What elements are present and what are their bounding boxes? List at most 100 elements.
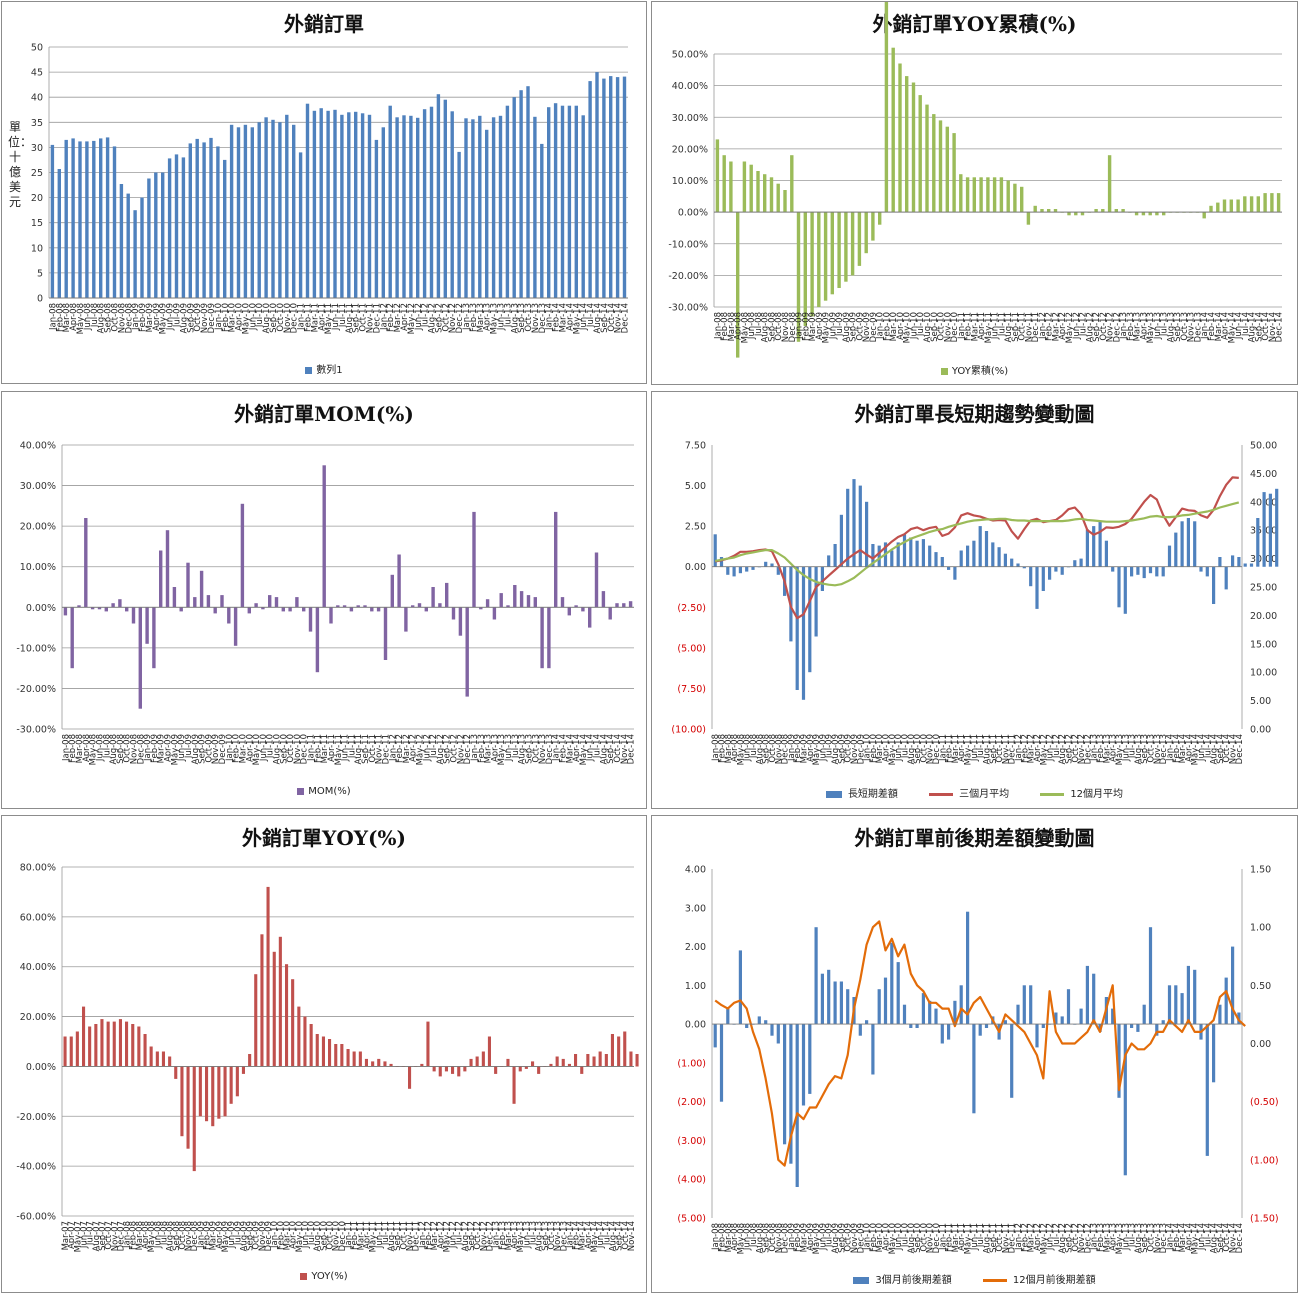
bar xyxy=(1054,1012,1058,1025)
x-tick-label: Jun-09 xyxy=(166,303,176,331)
bar xyxy=(581,115,585,298)
x-tick-label: Jul-08 xyxy=(90,303,100,328)
bar xyxy=(465,607,469,697)
bar xyxy=(984,531,989,567)
chart-mom: -30.00% -20.00% -10.00% 0.00% 10.00% 20.00% 30… xyxy=(16,441,637,766)
x-tick-label: Jun-08 xyxy=(743,734,753,762)
x-tick-label: Jun-14 xyxy=(1197,734,1207,762)
bar xyxy=(567,607,571,616)
x-tick-label: Aug-08 xyxy=(109,734,119,764)
x-tick-label: Aug-10 xyxy=(313,1221,323,1251)
bar xyxy=(1085,965,1089,1025)
x-tick-label: Nov-13 xyxy=(553,1221,563,1251)
bar xyxy=(1162,212,1166,216)
x-tick-label: Dec-08 xyxy=(781,734,791,764)
y-tick-label: 40.00% xyxy=(672,81,708,92)
x-tick-label: Jan-12 xyxy=(1014,1223,1024,1251)
x-tick-label: Sep-10 xyxy=(319,1221,329,1251)
bar xyxy=(1092,973,1096,1025)
x-tick-label: Apr-11 xyxy=(957,1223,967,1251)
x-tick-label: Jul-14 xyxy=(1241,312,1251,337)
bar xyxy=(271,119,275,298)
x-tick-label: Nov-07 xyxy=(110,1221,120,1251)
x-tick-label: Mar-14 xyxy=(1178,1223,1188,1252)
x-tick-label: Jul-08 xyxy=(749,734,759,759)
x-tick-label: Aug-10 xyxy=(923,312,933,342)
y2-tick-label: 15.00 xyxy=(1250,639,1277,650)
x-tick-label: Jul-09 xyxy=(233,1221,243,1246)
x-tick-label: Mar-13 xyxy=(484,734,494,763)
chart-legend: YOY累積(%) xyxy=(652,362,1297,377)
bar xyxy=(1224,977,1228,1025)
legend-label: 12個月前後期差額 xyxy=(1012,1275,1096,1286)
x-tick-label: Nov-09 xyxy=(850,734,860,764)
x-tick-label: Jul-10 xyxy=(900,734,910,759)
x-tick-label: Mar-09 xyxy=(800,734,810,763)
bar xyxy=(1270,193,1274,213)
x-tick-label: Nov-14 xyxy=(1229,1223,1239,1253)
x-tick-label: Apr-08 xyxy=(734,312,744,340)
x-tick-label: Jun-14 xyxy=(579,303,589,331)
x-tick-label: Jun-10 xyxy=(894,1223,904,1251)
bar xyxy=(69,1036,73,1067)
bar xyxy=(999,177,1004,213)
bar xyxy=(261,607,265,610)
legend-item: 12個月平均 xyxy=(1040,785,1123,800)
y-tick-label: 40.00% xyxy=(20,962,56,973)
x-tick-label: Dec-10 xyxy=(290,303,300,333)
bar xyxy=(118,599,122,608)
bar xyxy=(469,1058,473,1067)
x-tick-label: May-08 xyxy=(740,312,750,343)
legend-item: 三個月平均 xyxy=(929,785,1009,800)
bar xyxy=(896,542,900,567)
bar xyxy=(213,607,217,614)
bar xyxy=(1117,566,1121,608)
x-tick-label: Oct-10 xyxy=(919,734,929,763)
bar xyxy=(133,210,137,298)
x-tick-label: Oct-11 xyxy=(399,1221,409,1250)
bar xyxy=(1276,193,1281,213)
x-tick-label: Aug-09 xyxy=(191,734,201,764)
x-tick-label: Sep-14 xyxy=(606,734,616,764)
x-tick-label: Jan-08 xyxy=(713,312,723,340)
bar xyxy=(1161,1020,1165,1025)
bar xyxy=(111,603,115,608)
x-tick-label: Apr-09 xyxy=(806,1223,816,1251)
bar xyxy=(1010,1024,1014,1098)
bar xyxy=(1231,946,1235,1025)
legend-swatch xyxy=(305,366,313,374)
x-tick-label: Jan-13 xyxy=(462,303,472,331)
x-tick-label: Apr-09 xyxy=(164,734,174,762)
x-tick-label: Dec-14 xyxy=(627,734,637,764)
x-tick-label: Dec-13 xyxy=(1159,734,1169,764)
x-tick-label: Jul-09 xyxy=(835,312,845,337)
x-tick-label: Jun-11 xyxy=(991,312,1001,340)
x-tick-label: Feb-12 xyxy=(1020,1223,1030,1252)
x-tick-label: Dec-12 xyxy=(486,1221,496,1251)
x-tick-label: Feb-14 xyxy=(1207,312,1217,341)
y-tick-label: 10.00% xyxy=(20,562,56,573)
bar xyxy=(165,530,170,608)
x-tick-label: Jun-11 xyxy=(331,303,341,331)
bar xyxy=(499,593,503,608)
x-tick-label: Oct-12 xyxy=(450,734,460,763)
bar xyxy=(902,534,907,567)
x-tick-label: Jul-08 xyxy=(754,312,764,337)
x-tick-label: Oct-14 xyxy=(613,734,623,763)
x-tick-label: Jun-12 xyxy=(422,734,432,762)
x-tick-label: Jan-14 xyxy=(565,1221,575,1249)
bar xyxy=(770,563,774,567)
bar xyxy=(844,212,848,282)
x-tick-label: Dec-13 xyxy=(559,1221,569,1251)
bar xyxy=(374,139,379,298)
x-tick-label: Aug-08 xyxy=(755,734,765,764)
x-tick-label: Nov-10 xyxy=(293,734,303,764)
x-tick-label: Jun-07 xyxy=(80,1221,90,1249)
bar xyxy=(1080,212,1085,216)
x-tick-label: Aug-14 xyxy=(1248,312,1258,342)
x-tick-label: Feb-11 xyxy=(945,1223,955,1252)
x-tick-label: Aug-12 xyxy=(436,734,446,764)
x-tick-label: Oct-10 xyxy=(286,734,296,763)
x-tick-label: Aug-13 xyxy=(1134,1223,1144,1253)
x-tick-label: Oct-08 xyxy=(123,734,133,763)
